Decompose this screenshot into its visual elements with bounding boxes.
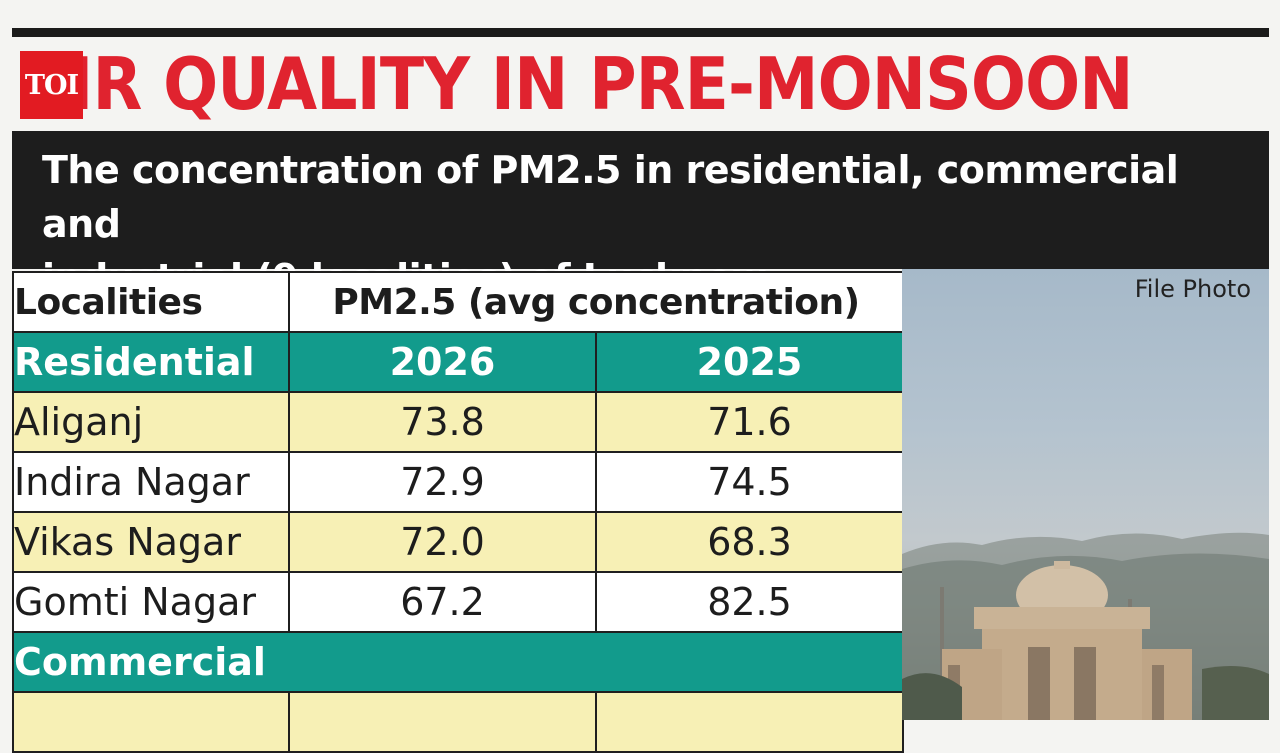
- subtitle-box: The concentration of PM2.5 in residentia…: [12, 131, 1269, 300]
- value-2025: 68.3: [595, 511, 904, 573]
- pm25-table: Localities PM2.5 (avg concentration) Res…: [12, 271, 904, 753]
- year-2026-header: 2026: [288, 331, 597, 393]
- photo-credit: File Photo: [1134, 275, 1251, 303]
- locality-name: Indira Nagar: [12, 451, 290, 513]
- locality-name: Aliganj: [12, 391, 290, 453]
- table-row: Aliganj 73.8 71.6: [12, 391, 904, 453]
- section-row-residential: Residential 2026 2025: [12, 331, 904, 393]
- locality-name: Gomti Nagar: [12, 571, 290, 633]
- file-photo: File Photo: [902, 269, 1269, 720]
- value-2026: 67.2: [288, 571, 597, 633]
- value-2026: 72.0: [288, 511, 597, 573]
- value-2025: 82.5: [595, 571, 904, 633]
- monument-illustration: [902, 532, 1269, 720]
- header-pm25: PM2.5 (avg concentration): [288, 271, 904, 333]
- headline: AIR QUALITY IN PRE-MONSOON PHASE: [20, 44, 1145, 124]
- value-2026: 73.8: [288, 391, 597, 453]
- header-localities: Localities: [12, 271, 290, 333]
- subtitle-line-1: The concentration of PM2.5 in residentia…: [42, 148, 1179, 246]
- table-header-row: Localities PM2.5 (avg concentration): [12, 271, 904, 333]
- year-2025-header: 2025: [595, 331, 904, 393]
- section-label-residential: Residential: [12, 331, 290, 393]
- value-2025: 74.5: [595, 451, 904, 513]
- table-row-partial: [12, 691, 904, 753]
- section-row-commercial: Commercial: [12, 631, 904, 693]
- value-2025: 71.6: [595, 391, 904, 453]
- top-rule: [12, 28, 1269, 37]
- table-row: Gomti Nagar 67.2 82.5: [12, 571, 904, 633]
- toi-logo[interactable]: TOI: [20, 51, 83, 119]
- table-row: Vikas Nagar 72.0 68.3: [12, 511, 904, 573]
- section-label-commercial: Commercial: [12, 631, 904, 693]
- table-row: Indira Nagar 72.9 74.5: [12, 451, 904, 513]
- locality-name: Vikas Nagar: [12, 511, 290, 573]
- value-2026: 72.9: [288, 451, 597, 513]
